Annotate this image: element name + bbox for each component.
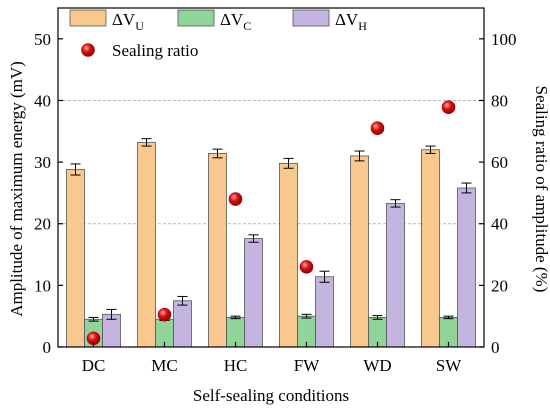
sealing-ratio-point	[157, 307, 172, 322]
bar	[421, 149, 440, 348]
x-tick-label: SW	[436, 356, 462, 375]
bars	[66, 141, 476, 348]
y-tick-label-right: 100	[491, 30, 517, 49]
y-tick-label-left: 50	[34, 30, 51, 49]
error-bars	[70, 138, 472, 322]
y-tick-label-right: 40	[491, 215, 508, 234]
grid-lines	[58, 99, 484, 225]
legend-swatch	[292, 9, 330, 27]
bar	[137, 141, 156, 348]
legend-label: ΔVH	[335, 10, 367, 33]
y-tick-label-right: 20	[491, 276, 508, 295]
axes: 0 10 20 30 40 50 0 20 40 60 80 100 DC MC HC FW WD SW	[34, 30, 517, 375]
x-tick-label: DC	[82, 356, 106, 375]
bar	[208, 153, 227, 348]
x-tick-label: WD	[363, 356, 391, 375]
y-tick-label-right: 0	[491, 338, 500, 357]
legend-label: ΔVC	[220, 10, 251, 33]
y-tick-label-left: 0	[43, 338, 52, 357]
bar	[350, 155, 369, 348]
y-axis-title-left: Amplitude of maximum energy (mV)	[7, 61, 26, 317]
y-tick-label-left: 30	[34, 153, 51, 172]
legend-label: Sealing ratio	[112, 41, 198, 60]
bar	[244, 238, 263, 348]
bar	[315, 276, 334, 348]
bar	[66, 169, 85, 348]
sealing-ratio-point	[370, 121, 385, 135]
bar	[457, 187, 476, 348]
y-tick-label-right: 80	[491, 91, 508, 110]
x-tick-label: FW	[294, 356, 320, 375]
bar	[279, 162, 298, 348]
plot-frame	[57, 7, 485, 348]
legend-swatch	[177, 9, 215, 27]
x-tick-label: HC	[224, 356, 248, 375]
bar	[386, 202, 405, 348]
sealing-ratio-point	[228, 192, 243, 206]
legend: ΔVU ΔVC ΔVH Sealing ratio	[69, 9, 367, 60]
y-tick-label-right: 60	[491, 153, 508, 172]
y-tick-label-left: 10	[34, 276, 51, 295]
sealing-ratio-point	[441, 100, 456, 115]
legend-marker	[81, 43, 95, 57]
legend-label: ΔVU	[112, 10, 144, 33]
x-tick-label: MC	[151, 356, 177, 375]
sealing-ratio-point	[299, 260, 314, 274]
legend-swatch	[69, 9, 107, 27]
x-axis-title: Self-sealing conditions	[193, 386, 349, 405]
bar	[173, 300, 192, 348]
y-tick-label-left: 20	[34, 215, 51, 234]
sealing-ratio-points	[86, 100, 456, 346]
y-axis-title-right: Sealing ratio of amplitude (%)	[532, 86, 550, 293]
y-tick-label-left: 40	[34, 91, 51, 110]
